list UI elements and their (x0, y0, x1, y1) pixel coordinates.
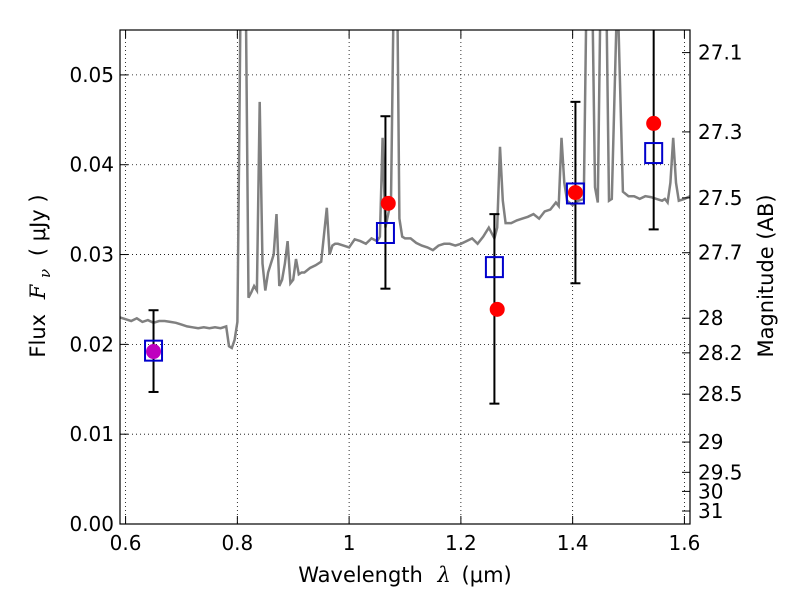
observed-point (144, 339, 164, 362)
observed-points (144, 142, 664, 362)
y-tick-label: 0.05 (69, 63, 114, 87)
model-point (489, 301, 505, 317)
observed-point (644, 142, 664, 165)
grid (120, 30, 690, 525)
magnitude-tick-label: 30 (698, 479, 723, 503)
x-tick-label: 0.8 (221, 531, 253, 555)
magnitude-tick-label: 28.2 (698, 341, 743, 365)
model-point (567, 185, 583, 201)
magnitude-tick-label: 28 (698, 306, 723, 330)
magnitude-tick-label: 29.5 (698, 460, 743, 484)
x-tick-label: 1.2 (445, 531, 477, 555)
magnitude-axis-label: Magnitude (AB) (754, 194, 778, 357)
model-point (646, 115, 662, 131)
y-tick-label: 0.02 (69, 332, 114, 356)
magnitude-tick-label: 31 (698, 499, 723, 523)
y-tick-labels: 0.00 0.01 0.02 0.03 0.04 0.05 (69, 63, 114, 536)
model-points (146, 115, 662, 360)
x-axis-label: Wavelength λ (μm) (298, 563, 511, 587)
y-tick-label: 0.03 (69, 243, 114, 267)
magnitude-tick-label: 29 (698, 430, 723, 454)
magnitude-tick-label: 27.5 (698, 186, 743, 210)
error-bars (148, 30, 659, 405)
plot-frame (119, 29, 691, 525)
x-tick-label: 1.6 (669, 531, 701, 555)
x-tick-label: 1.4 (557, 531, 589, 555)
magnitude-tick-label: 27.1 (698, 41, 743, 65)
axis-ticks (120, 30, 690, 525)
x-tick-label: 1 (343, 531, 356, 555)
model-spectrum-line (120, 30, 690, 350)
y-tick-label: 0.04 (69, 153, 114, 177)
x-tick-labels: 0.6 0.8 1 1.2 1.4 1.6 (110, 531, 701, 555)
x-tick-label: 0.6 (110, 531, 142, 555)
observed-point (375, 221, 395, 244)
observed-point (565, 182, 585, 205)
observed-point (484, 256, 504, 279)
y-tick-label: 0.00 (69, 512, 114, 536)
magnitude-tick-label: 28.5 (698, 382, 743, 406)
model-point (146, 344, 162, 360)
model-point (380, 195, 396, 211)
y-tick-label: 0.01 (69, 422, 114, 446)
y-axis-label: Flux F ν ( μJy ) (26, 194, 55, 357)
magnitude-tick-label: 27.3 (698, 120, 743, 144)
magnitude-tick-label: 27.7 (698, 241, 743, 265)
